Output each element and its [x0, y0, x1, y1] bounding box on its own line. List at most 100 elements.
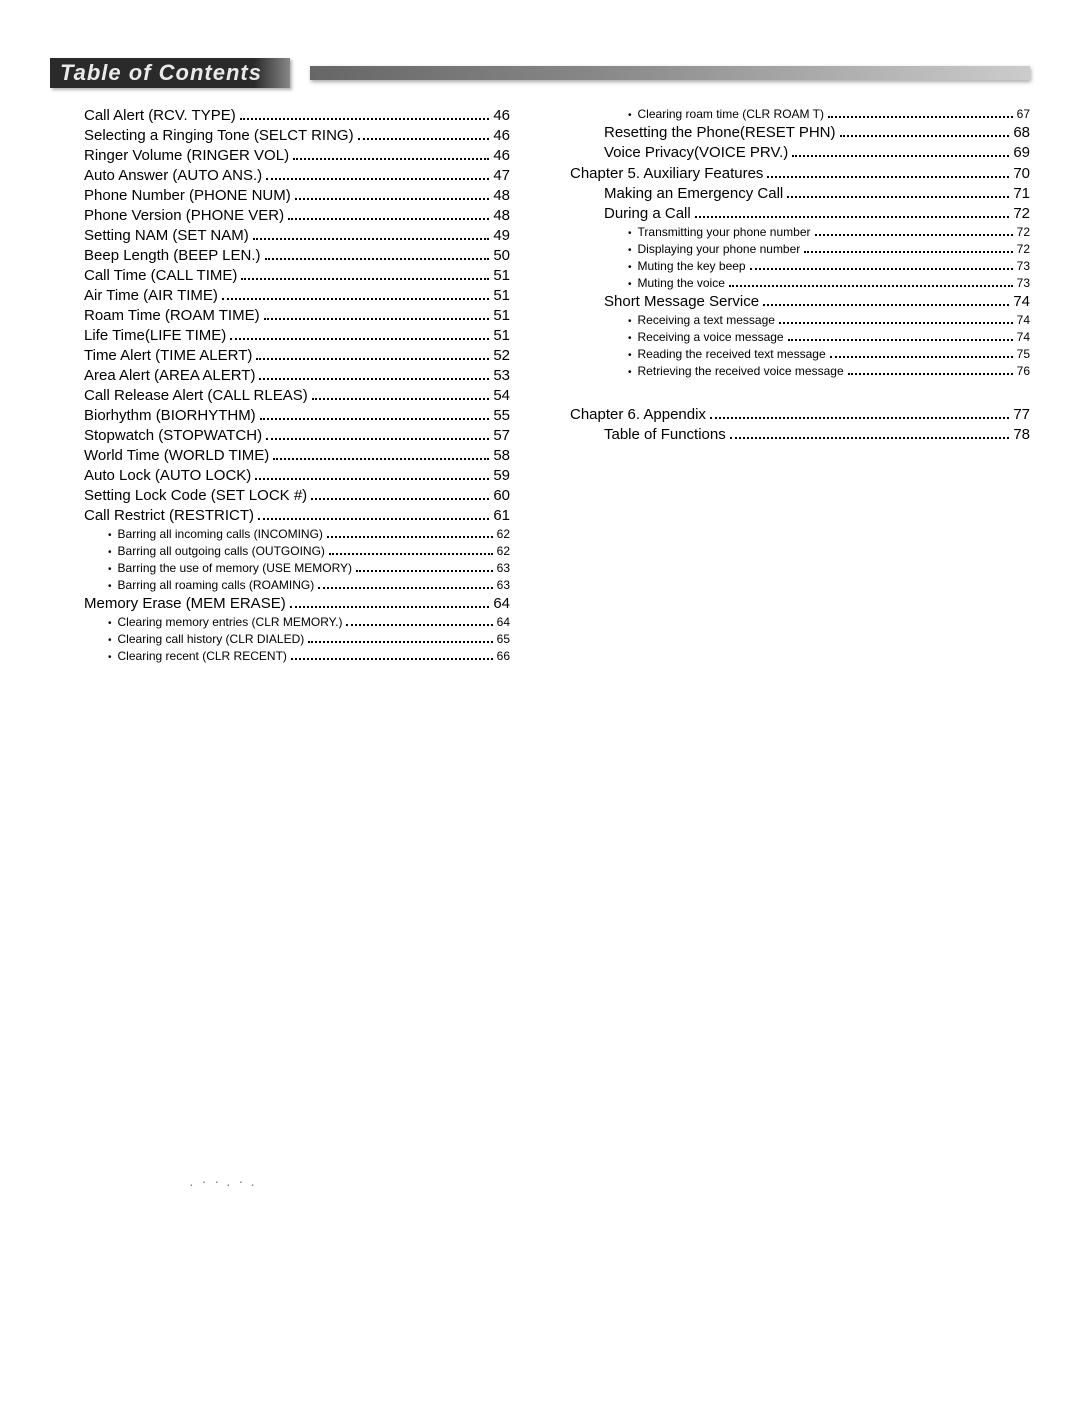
toc-leader-dots — [264, 318, 490, 320]
toc-label: Muting the key beep — [638, 259, 746, 273]
toc-row: Roam Time (ROAM TIME)51 — [50, 307, 510, 324]
toc-row: Call Restrict (RESTRICT)61 — [50, 507, 510, 524]
toc-page-number: 72 — [1013, 205, 1030, 222]
toc-leader-dots — [290, 606, 490, 608]
toc-leader-dots — [804, 251, 1012, 253]
toc-page-number: 46 — [493, 127, 510, 144]
toc-leader-dots — [288, 218, 489, 220]
toc-leader-dots — [241, 278, 489, 280]
bullet-icon: • — [628, 316, 632, 327]
toc-column-right: •Clearing roam time (CLR ROAM T)67 Resett… — [570, 104, 1030, 665]
toc-label: Stopwatch (STOPWATCH) — [84, 427, 262, 444]
toc-row: Stopwatch (STOPWATCH)57 — [50, 427, 510, 444]
toc-row: Call Alert (RCV. TYPE)46 — [50, 107, 510, 124]
toc-columns: Call Alert (RCV. TYPE)46 Selecting a Ring… — [50, 104, 1030, 665]
toc-label: Auto Answer (AUTO ANS.) — [84, 167, 262, 184]
scan-artifact: . · · . · . — [190, 1173, 257, 1189]
toc-label: Auto Lock (AUTO LOCK) — [84, 467, 251, 484]
toc-page-number: 65 — [497, 632, 510, 646]
toc-column-left: Call Alert (RCV. TYPE)46 Selecting a Ring… — [50, 104, 510, 665]
toc-leader-dots — [358, 138, 490, 140]
toc-leader-dots — [729, 285, 1013, 287]
toc-label: Short Message Service — [604, 293, 759, 310]
toc-label: Barring all incoming calls (INCOMING) — [118, 527, 323, 541]
header-bar: Table of Contents — [50, 60, 1030, 86]
toc-row: •Reading the received text message75 — [570, 347, 1030, 361]
toc-row: During a Call72 — [570, 205, 1030, 222]
bullet-icon: • — [628, 279, 632, 290]
toc-page-number: 68 — [1013, 124, 1030, 141]
toc-page-number: 75 — [1017, 347, 1030, 361]
toc-label: Call Time (CALL TIME) — [84, 267, 237, 284]
bullet-icon: • — [628, 110, 632, 121]
bullet-icon: • — [108, 635, 112, 646]
toc-label: Life Time(LIFE TIME) — [84, 327, 226, 344]
toc-label: Phone Number (PHONE NUM) — [84, 187, 291, 204]
toc-label: Phone Version (PHONE VER) — [84, 207, 284, 224]
toc-label: Area Alert (AREA ALERT) — [84, 367, 255, 384]
toc-row: Making an Emergency Call71 — [570, 185, 1030, 202]
toc-leader-dots — [258, 518, 489, 520]
toc-label: Chapter 6. Appendix — [570, 406, 706, 423]
toc-label: Memory Erase (MEM ERASE) — [84, 595, 286, 612]
toc-leader-dots — [293, 158, 489, 160]
toc-label: Beep Length (BEEP LEN.) — [84, 247, 261, 264]
toc-page-number: 74 — [1017, 313, 1030, 327]
toc-leader-dots — [828, 116, 1013, 118]
toc-row: Phone Number (PHONE NUM) 48 — [50, 187, 510, 204]
toc-page-number: 46 — [493, 147, 510, 164]
bullet-icon: • — [628, 333, 632, 344]
toc-row: •Muting the key beep73 — [570, 259, 1030, 273]
toc-leader-dots — [695, 216, 1010, 218]
toc-label: Barring all roaming calls (ROAMING) — [118, 578, 315, 592]
toc-leader-dots — [266, 438, 489, 440]
toc-leader-dots — [830, 356, 1013, 358]
bullet-icon: • — [628, 245, 632, 256]
toc-row: •Clearing roam time (CLR ROAM T)67 — [570, 107, 1030, 121]
toc-page-number: 51 — [493, 307, 510, 324]
toc-page-number: 76 — [1017, 364, 1030, 378]
toc-leader-dots — [266, 178, 489, 180]
toc-row: Call Time (CALL TIME) 51 — [50, 267, 510, 284]
toc-leader-dots — [792, 155, 1009, 157]
toc-page-number: 48 — [493, 187, 510, 204]
toc-page-number: 63 — [497, 578, 510, 592]
toc-page-number: 61 — [493, 507, 510, 524]
toc-leader-dots — [312, 398, 490, 400]
page: Table of Contents Call Alert (RCV. TYPE)… — [0, 0, 1080, 705]
toc-leader-dots — [273, 458, 489, 460]
toc-label: Biorhythm (BIORHYTHM) — [84, 407, 256, 424]
toc-row: Biorhythm (BIORHYTHM)55 — [50, 407, 510, 424]
toc-page-number: 64 — [497, 615, 510, 629]
toc-leader-dots — [230, 338, 489, 340]
toc-page-number: 58 — [493, 447, 510, 464]
toc-label: Clearing memory entries (CLR MEMORY.) — [118, 615, 343, 629]
toc-page-number: 71 — [1013, 185, 1030, 202]
toc-label: Time Alert (TIME ALERT) — [84, 347, 252, 364]
toc-label: Chapter 5. Auxiliary Features — [570, 165, 763, 182]
toc-label: Reading the received text message — [638, 347, 826, 361]
toc-page-number: 51 — [493, 267, 510, 284]
toc-leader-dots — [291, 658, 493, 660]
toc-row: Chapter 5. Auxiliary Features70 — [570, 165, 1030, 182]
toc-label: Barring all outgoing calls (OUTGOING) — [118, 544, 325, 558]
toc-page-number: 53 — [493, 367, 510, 384]
toc-leader-dots — [240, 118, 490, 120]
toc-page-number: 60 — [493, 487, 510, 504]
toc-label: Resetting the Phone(RESET PHN) — [604, 124, 836, 141]
toc-page-number: 66 — [497, 649, 510, 663]
toc-row: Air Time (AIR TIME)51 — [50, 287, 510, 304]
toc-page-number: 46 — [493, 107, 510, 124]
toc-row: Chapter 6. Appendix77 — [570, 406, 1030, 423]
bullet-icon: • — [628, 228, 632, 239]
toc-label: Selecting a Ringing Tone (SELCT RING) — [84, 127, 354, 144]
toc-page-number: 62 — [497, 527, 510, 541]
bullet-icon: • — [108, 564, 112, 575]
toc-row: Auto Lock (AUTO LOCK)59 — [50, 467, 510, 484]
toc-page-number: 62 — [497, 544, 510, 558]
toc-leader-dots — [260, 418, 490, 420]
bullet-icon: • — [108, 547, 112, 558]
bullet-icon: • — [108, 652, 112, 663]
toc-row: •Clearing memory entries (CLR MEMORY.)64 — [50, 615, 510, 629]
toc-row: Table of Functions78 — [570, 426, 1030, 443]
